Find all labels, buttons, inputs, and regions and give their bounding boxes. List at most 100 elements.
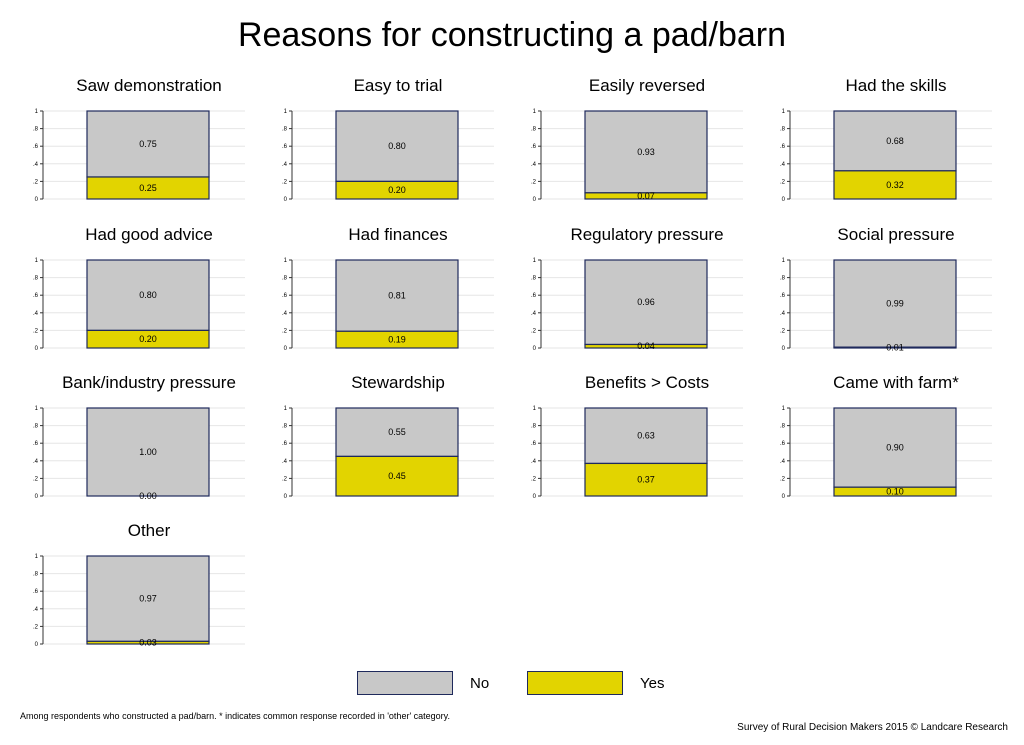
y-tick-label: 1 [782, 258, 786, 264]
y-tick-label: 0 [782, 197, 786, 203]
value-label-yes: 0.20 [388, 185, 406, 195]
y-tick-label: 1 [35, 554, 39, 560]
main-title: Reasons for constructing a pad/barn [237, 16, 787, 54]
y-tick-label: .6 [531, 293, 537, 299]
value-label-yes: 0.01 [886, 343, 904, 353]
bar-no [833, 407, 957, 488]
panel-8: Social pressure 0 .2 .4 .6 .8 1 0.99 0.01 [780, 225, 992, 353]
y-tick-label: .6 [33, 293, 39, 299]
bar-yes [584, 462, 708, 497]
panel-title: Regulatory pressure [570, 225, 723, 244]
value-label-no: 0.90 [886, 443, 904, 453]
y-tick-label: 1 [782, 109, 786, 115]
panel-title: Had finances [348, 225, 447, 244]
panel-10: Stewardship 0 .2 .4 .6 .8 1 0.55 0.45 [282, 373, 494, 500]
panel-3: Easily reversed 0 .2 .4 .6 .8 1 0.93 0.07 [531, 76, 743, 203]
panel-title: Social pressure [837, 225, 954, 244]
y-tick-label: .4 [780, 311, 786, 317]
y-tick-label: .4 [531, 459, 537, 465]
bar-yes [86, 640, 210, 645]
value-label-no: 0.55 [388, 427, 406, 437]
y-tick-label: 0 [533, 197, 537, 203]
panel-1: Saw demonstration 0 .2 .4 .6 .8 1 0.75 0.25 [33, 76, 245, 203]
y-tick-label: .4 [282, 311, 288, 317]
y-tick-label: .4 [33, 162, 39, 168]
value-label-yes: 0.07 [637, 191, 655, 201]
y-tick-label: .8 [780, 127, 786, 133]
panel-title: Easy to trial [354, 76, 443, 95]
y-tick-label: .4 [780, 459, 786, 465]
value-label-no: 0.97 [139, 594, 157, 604]
value-label-yes: 0.19 [388, 335, 406, 345]
y-tick-label: .6 [780, 293, 786, 299]
y-tick-label: 1 [782, 406, 786, 412]
y-tick-label: .8 [33, 424, 39, 430]
y-tick-label: .6 [282, 441, 288, 447]
y-tick-label: 0 [533, 494, 537, 500]
y-tick-label: .8 [531, 424, 537, 430]
y-tick-label: 1 [284, 109, 288, 115]
panel-13: Other 0 .2 .4 .6 .8 1 0.97 0.03 [33, 521, 245, 648]
bar-yes [86, 176, 210, 200]
y-tick-label: 1 [284, 258, 288, 264]
y-tick-label: .4 [33, 607, 39, 613]
y-tick-label: .8 [531, 276, 537, 282]
y-tick-label: 0 [35, 494, 39, 500]
y-tick-label: 1 [533, 406, 537, 412]
y-tick-label: 1 [533, 109, 537, 115]
credit: Survey of Rural Decision Makers 2015 © L… [737, 722, 1008, 733]
value-label-no: 0.96 [637, 297, 655, 307]
bar-yes [833, 346, 957, 349]
y-tick-label: .6 [282, 293, 288, 299]
value-label-no: 0.93 [637, 147, 655, 157]
y-tick-label: .2 [33, 328, 39, 334]
y-tick-label: .2 [531, 328, 537, 334]
y-tick-label: .6 [531, 144, 537, 150]
legend-label-yes: Yes [640, 675, 665, 692]
panel-9: Bank/industry pressure 0 .2 .4 .6 .8 1 1.00 0.00 [33, 373, 245, 501]
panel-title: Stewardship [351, 373, 445, 392]
panel-4: Had the skills 0 .2 .4 .6 .8 1 0.68 0.32 [780, 76, 992, 203]
bar-yes [335, 180, 459, 200]
y-tick-label: .2 [531, 179, 537, 185]
panel-title: Saw demonstration [76, 76, 222, 95]
y-tick-label: .2 [33, 624, 39, 630]
value-label-yes: 0.10 [886, 487, 904, 497]
bar-yes [86, 329, 210, 349]
bar-yes [584, 343, 708, 349]
panel-6: Had finances 0 .2 .4 .6 .8 1 0.81 0.19 [282, 225, 494, 352]
y-tick-label: .8 [531, 127, 537, 133]
bar-no [833, 259, 957, 348]
y-tick-label: .8 [282, 424, 288, 430]
value-label-no: 0.68 [886, 136, 904, 146]
y-tick-label: 0 [284, 494, 288, 500]
y-tick-label: .2 [780, 328, 786, 334]
y-tick-label: .8 [780, 276, 786, 282]
panel-7: Regulatory pressure 0 .2 .4 .6 .8 1 0.96 0.04 [531, 225, 743, 352]
y-tick-label: .2 [33, 179, 39, 185]
legend-label-no: No [470, 675, 490, 692]
y-tick-label: .6 [531, 441, 537, 447]
y-tick-label: .8 [33, 276, 39, 282]
y-tick-label: .4 [780, 162, 786, 168]
bar-yes [335, 455, 459, 497]
bar-yes [833, 486, 957, 497]
y-tick-label: .8 [33, 572, 39, 578]
y-tick-label: .2 [780, 476, 786, 482]
value-label-no: 0.75 [139, 139, 157, 149]
y-tick-label: .4 [282, 459, 288, 465]
y-tick-label: .2 [282, 476, 288, 482]
panel-title: Had good advice [85, 225, 213, 244]
y-tick-label: .2 [780, 179, 786, 185]
y-tick-label: .2 [33, 476, 39, 482]
y-tick-label: .4 [33, 459, 39, 465]
value-label-yes: 0.00 [139, 491, 157, 501]
y-tick-label: 0 [782, 494, 786, 500]
y-tick-label: 0 [284, 197, 288, 203]
y-tick-label: .6 [780, 144, 786, 150]
y-tick-label: .2 [531, 476, 537, 482]
bar-no [584, 110, 708, 194]
y-tick-label: .6 [33, 589, 39, 595]
bar-no [833, 110, 957, 172]
y-tick-label: 0 [533, 346, 537, 352]
